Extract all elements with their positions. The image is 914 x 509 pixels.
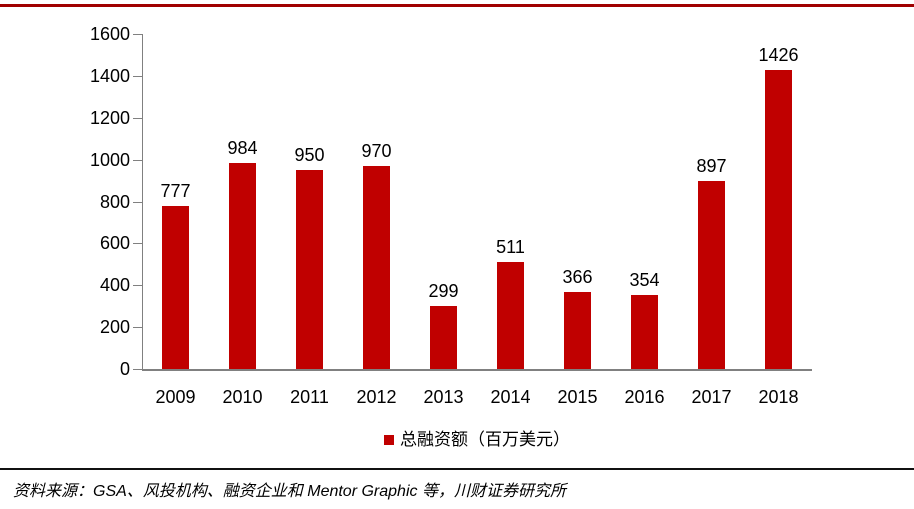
bar-2010 (229, 162, 256, 369)
y-axis-line (142, 34, 143, 371)
bar-2018 (765, 70, 792, 369)
y-tick-mark (133, 201, 142, 203)
bar-2014 (497, 262, 524, 369)
y-tick-label: 200 (99, 317, 130, 338)
bar-2016 (631, 294, 658, 369)
value-label-2009: 777 (160, 181, 191, 202)
y-tick-label: 800 (99, 191, 130, 212)
x-tick-label-2013: 2013 (423, 387, 464, 407)
y-tick-label: 400 (99, 275, 130, 296)
bar-2013 (430, 306, 457, 369)
y-tick-label: 0 (119, 359, 130, 379)
x-tick-label-2011: 2011 (290, 387, 329, 407)
x-tick-label-2010: 2010 (222, 387, 263, 407)
y-tick-mark (133, 159, 142, 161)
x-tick-label-2017: 2017 (691, 387, 732, 407)
value-label-2016: 354 (629, 269, 660, 290)
y-tick-label: 1600 (89, 24, 130, 44)
value-label-2018: 1426 (758, 45, 799, 66)
funding-bar-chart: 0 200 400 600 800 1000 1200 1400 1600 777 2009 984 2… (89, 24, 812, 451)
legend: 总融资额（百万美元） (142, 429, 812, 451)
legend-label: 总融资额（百万美元） (400, 430, 570, 449)
value-label-2014: 511 (496, 237, 525, 257)
bar-2009 (162, 206, 189, 369)
value-label-2010: 984 (227, 137, 258, 158)
y-tick-mark (133, 75, 142, 77)
footer-divider (0, 468, 914, 470)
x-tick-label-2014: 2014 (490, 387, 531, 407)
value-label-2012: 970 (361, 140, 392, 161)
y-tick-mark (133, 117, 142, 119)
x-tick-label-2015: 2015 (557, 387, 598, 407)
x-tick-label-2012: 2012 (356, 387, 397, 407)
value-label-2017: 897 (696, 156, 727, 177)
x-tick-label-2018: 2018 (758, 387, 799, 407)
y-tick-label: 1400 (89, 65, 130, 86)
y-tick-label: 1200 (89, 107, 130, 128)
y-tick-mark (133, 369, 142, 370)
x-tick-label-2009: 2009 (155, 387, 196, 407)
x-axis-line (142, 369, 812, 371)
bar-2015 (564, 292, 591, 369)
x-tick-label-2016: 2016 (624, 387, 665, 407)
value-label-2015: 366 (562, 267, 593, 288)
value-label-2011: 950 (294, 145, 325, 166)
legend-marker-square (384, 435, 394, 445)
value-label-2013: 299 (428, 281, 459, 302)
y-tick-mark (133, 285, 142, 287)
y-tick-mark (133, 243, 142, 245)
bar-2012 (363, 165, 390, 369)
bar-2011 (296, 170, 323, 369)
y-tick-mark (133, 327, 142, 329)
y-tick-label: 1000 (89, 149, 130, 170)
y-tick-mark (133, 34, 142, 35)
top-rule (0, 4, 914, 7)
source-note: 资料来源：GSA、风投机构、融资企业和 Mentor Graphic 等，川财证… (13, 483, 566, 500)
y-tick-label: 600 (99, 233, 130, 254)
bar-2017 (698, 181, 725, 369)
